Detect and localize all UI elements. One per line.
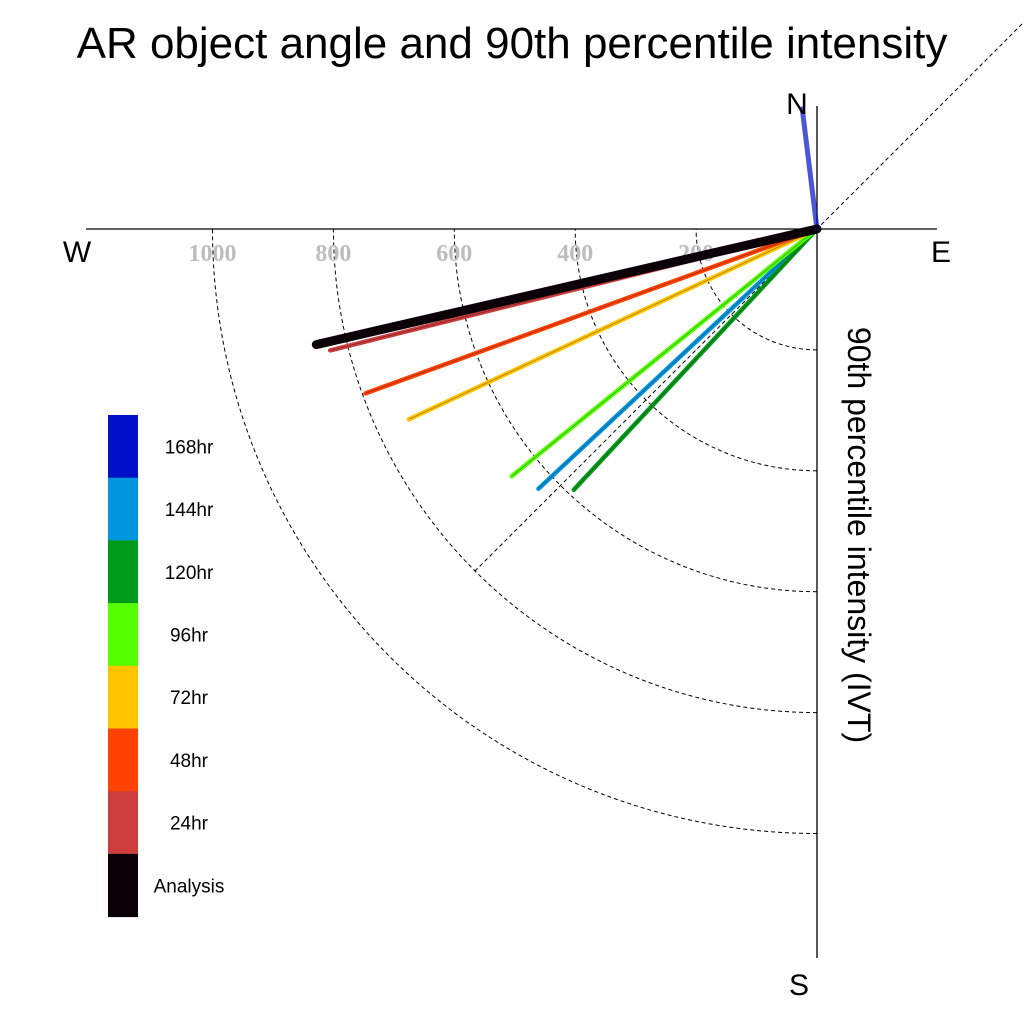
series-line-core: [408, 228, 818, 420]
series-line-stroke: [536, 226, 820, 491]
series-line-48hr: [363, 226, 820, 396]
legend-swatch-24hr: [108, 791, 138, 855]
legend-swatch-48hr: [108, 728, 138, 792]
series-line-analysis: [311, 224, 822, 350]
series-line-stroke: [571, 226, 820, 493]
series-line-144hr: [536, 226, 820, 491]
direction-label-south: S: [789, 969, 809, 1002]
radial-tick-labels: 2004006008001000: [189, 241, 715, 267]
series-line-core: [365, 228, 818, 394]
legend-label-120hr: 120hr: [165, 563, 214, 584]
legend-swatch-120hr: [108, 540, 138, 604]
direction-label-west: W: [63, 236, 92, 269]
legend-swatch-96hr: [108, 603, 138, 667]
legend-label-analysis: Analysis: [154, 876, 225, 897]
legend-swatch-analysis: [108, 853, 138, 918]
legend-label-24hr: 24hr: [170, 814, 209, 835]
legend-label-96hr: 96hr: [170, 625, 209, 646]
series-line-stroke: [363, 226, 820, 396]
series-line-96hr: [509, 226, 820, 479]
direction-label-east: E: [931, 236, 951, 269]
series-line-stroke: [799, 106, 820, 232]
series-line-stroke: [509, 226, 820, 479]
series-line-72hr: [406, 226, 820, 422]
radial-axis-label: 90th percentile intensity (IVT): [841, 327, 877, 743]
origin-marker: [813, 225, 821, 233]
radial-tick-label-1: 400: [557, 241, 593, 267]
chart-title: AR object angle and 90th percentile inte…: [77, 19, 948, 68]
direction-label-north: N: [786, 88, 808, 121]
series-line-168hr: [799, 106, 820, 232]
legend: 168hr 144hr 120hr 96hr 72hr 48hr 24hr Analysis: [108, 415, 225, 918]
series-line-120hr: [571, 226, 820, 493]
legend-label-48hr: 48hr: [170, 751, 209, 772]
series-line-core: [511, 228, 818, 477]
legend-label-72hr: 72hr: [170, 688, 209, 709]
legend-swatch-72hr: [108, 665, 138, 729]
series-line-core: [538, 228, 818, 490]
legend-swatch-144hr: [108, 477, 138, 541]
radial-tick-label-4: 1000: [189, 241, 237, 267]
series-lines: [311, 106, 822, 493]
series-line-stroke: [406, 226, 820, 422]
series-line-core: [573, 228, 818, 491]
radial-tick-label-2: 600: [436, 241, 472, 267]
radial-tick-label-3: 800: [315, 241, 351, 267]
compass-axes: [86, 21, 1024, 958]
series-line-stroke: [311, 224, 822, 350]
legend-swatch-168hr: [108, 415, 138, 479]
legend-label-168hr: 168hr: [165, 437, 214, 458]
legend-label-144hr: 144hr: [165, 500, 214, 521]
